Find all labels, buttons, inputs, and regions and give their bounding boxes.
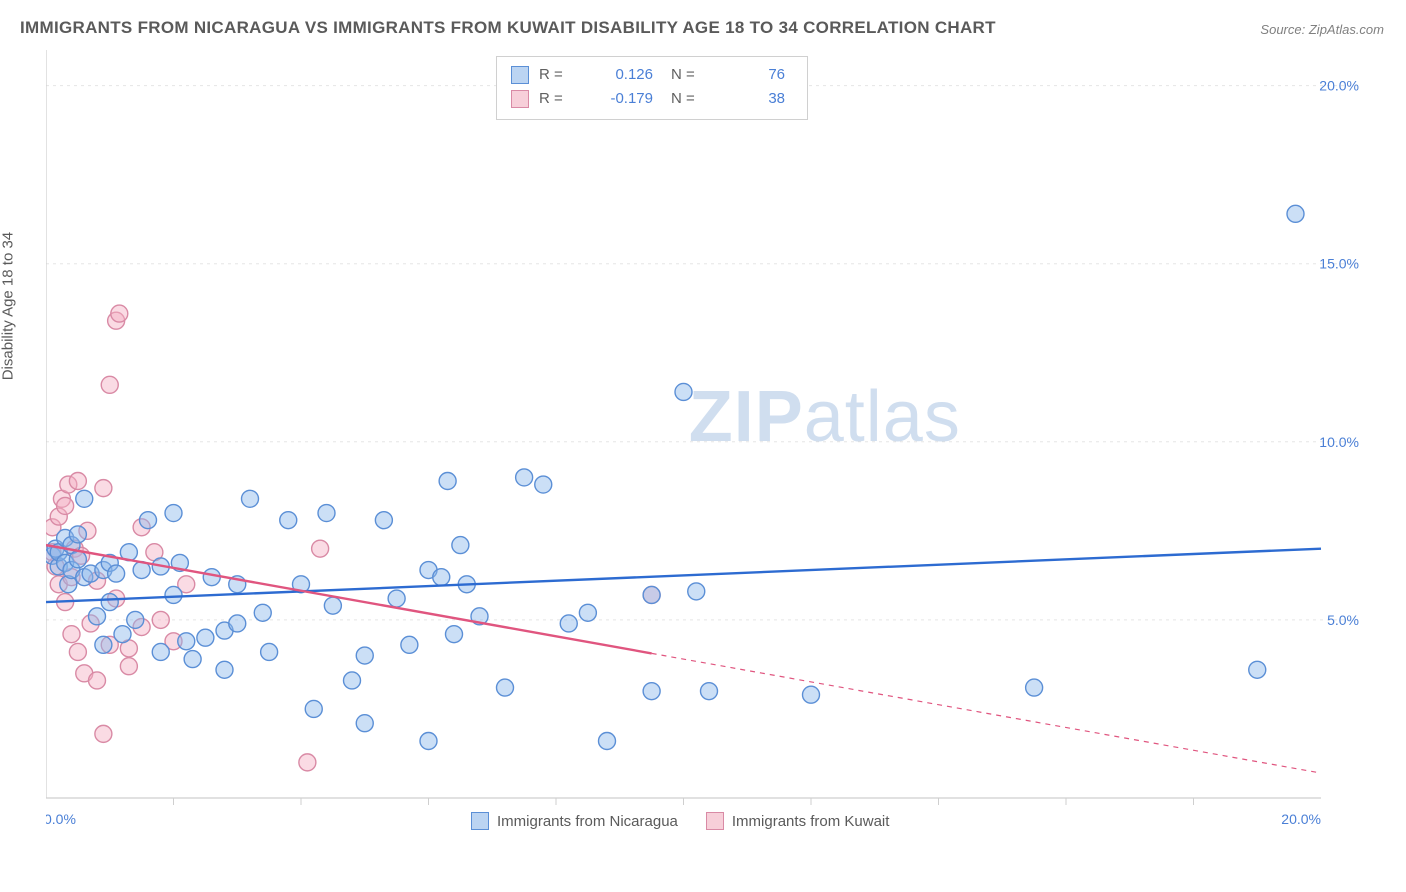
legend-N-label: N = bbox=[671, 87, 705, 111]
swatch-nicaragua bbox=[511, 66, 529, 84]
legend-row-kuwait: R = -0.179 N = 38 bbox=[511, 87, 793, 111]
legend-item-kuwait: Immigrants from Kuwait bbox=[706, 812, 890, 830]
legend-row-nicaragua: R = 0.126 N = 76 bbox=[511, 63, 793, 87]
swatch-nicaragua bbox=[471, 812, 489, 830]
svg-text:15.0%: 15.0% bbox=[1319, 256, 1359, 272]
legend-R-kuwait: -0.179 bbox=[583, 87, 653, 111]
chart-area: 5.0%10.0%15.0%20.0%0.0%20.0% ZIPatlas R … bbox=[46, 50, 1366, 830]
legend-R-nicaragua: 0.126 bbox=[583, 63, 653, 87]
legend-N-kuwait: 38 bbox=[715, 87, 785, 111]
legend-label-nicaragua: Immigrants from Nicaragua bbox=[497, 813, 678, 830]
svg-text:20.0%: 20.0% bbox=[1281, 811, 1321, 827]
source-label: Source: bbox=[1260, 22, 1305, 37]
swatch-kuwait bbox=[706, 812, 724, 830]
legend-N-nicaragua: 76 bbox=[715, 63, 785, 87]
svg-text:0.0%: 0.0% bbox=[46, 811, 76, 827]
chart-title: IMMIGRANTS FROM NICARAGUA VS IMMIGRANTS … bbox=[20, 18, 996, 38]
swatch-kuwait bbox=[511, 90, 529, 108]
correlation-legend: R = 0.126 N = 76 R = -0.179 N = 38 bbox=[496, 56, 808, 120]
y-axis-label: Disability Age 18 to 34 bbox=[0, 232, 17, 380]
source-attribution: Source: ZipAtlas.com bbox=[1260, 22, 1384, 37]
svg-text:5.0%: 5.0% bbox=[1327, 612, 1359, 628]
scatter-chart: 5.0% 10.0% 15.0% 20.0% 0.0% 20.0% bbox=[46, 50, 1366, 830]
legend-label-kuwait: Immigrants from Kuwait bbox=[732, 813, 890, 830]
legend-N-label: N = bbox=[671, 63, 705, 87]
svg-text:10.0%: 10.0% bbox=[1319, 434, 1359, 450]
legend-R-label: R = bbox=[539, 63, 573, 87]
source-value: ZipAtlas.com bbox=[1309, 22, 1384, 37]
svg-text:20.0%: 20.0% bbox=[1319, 78, 1359, 94]
legend-item-nicaragua: Immigrants from Nicaragua bbox=[471, 812, 678, 830]
legend-R-label: R = bbox=[539, 87, 573, 111]
series-legend: Immigrants from Nicaragua Immigrants fro… bbox=[471, 812, 889, 830]
